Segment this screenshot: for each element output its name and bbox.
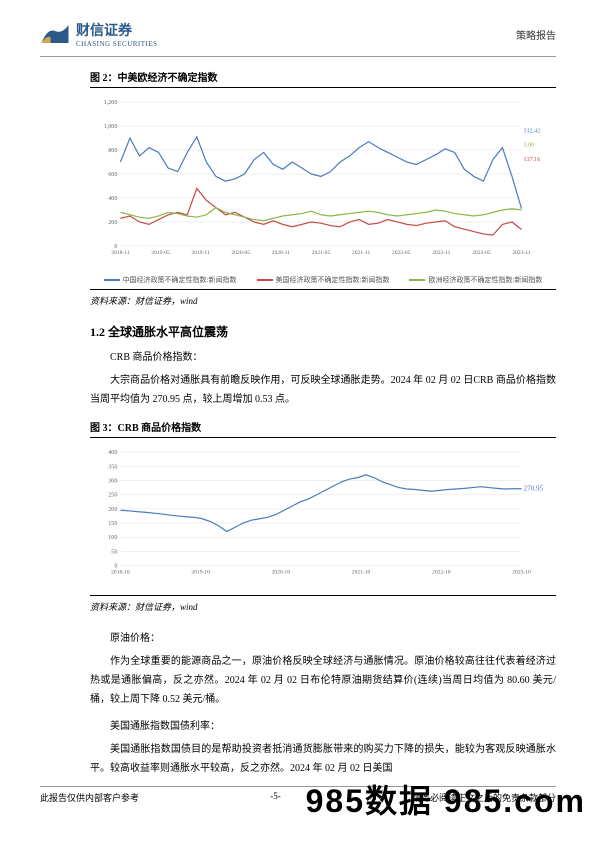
svg-text:2019-05: 2019-05 (151, 250, 170, 256)
fig2-source: 资料来源：财信证券，wind (90, 289, 556, 307)
svg-text:2019-11: 2019-11 (191, 250, 210, 256)
svg-text:2022-10: 2022-10 (432, 570, 451, 576)
logo-icon (40, 22, 70, 46)
svg-text:2021-05: 2021-05 (312, 250, 331, 256)
svg-text:1,200: 1,200 (104, 100, 118, 106)
svg-text:2023-11: 2023-11 (512, 250, 531, 256)
svg-text:2022-05: 2022-05 (392, 250, 411, 256)
svg-text:2018-10: 2018-10 (111, 570, 130, 576)
svg-text:800: 800 (108, 148, 117, 154)
svg-text:2020-05: 2020-05 (231, 250, 250, 256)
us-text: 美国通胀指数国债目的是帮助投资者抵消通货膨胀带来的购买力下降的损失，能较为客观反… (90, 740, 556, 778)
fig2-underline (90, 87, 556, 88)
footer-left: 此报告仅供内部客户参考 (40, 791, 139, 804)
fig3-source: 资料来源：财信证券，wind (90, 595, 556, 613)
svg-text:137.16: 137.16 (524, 157, 541, 163)
svg-text:400: 400 (108, 196, 117, 202)
legend-item: 欧洲经济政策不确定性指数:新闻指数 (409, 275, 542, 285)
us-label: 美国通胀指数国债利率： (90, 717, 556, 732)
svg-text:270.95: 270.95 (524, 485, 544, 493)
svg-text:50: 50 (111, 550, 117, 556)
section-1-2-title: 1.2 全球通胀水平高位震荡 (90, 323, 556, 340)
oil-text: 作为全球重要的能源商品之一，原油价格反映全球经济与通胀情况。原油价格较高往往代表… (90, 652, 556, 709)
svg-text:600: 600 (108, 172, 117, 178)
svg-text:1,000: 1,000 (104, 124, 118, 130)
svg-text:200: 200 (108, 220, 117, 226)
footer-center: -5- (270, 791, 281, 804)
watermark: 985数据 985.com (306, 776, 586, 822)
svg-text:2022-11: 2022-11 (432, 250, 451, 256)
crb-text: 大宗商品价格对通胀具有前瞻反映作用，可反映全球通胀走势。2024 年 02 月 … (90, 371, 556, 409)
svg-text:100: 100 (108, 535, 117, 541)
logo-text-cn: 财信证券 (76, 20, 158, 40)
svg-text:200: 200 (108, 507, 117, 513)
svg-text:150: 150 (108, 521, 117, 527)
svg-text:350: 350 (108, 465, 117, 471)
page-header: 财信证券 CHASING SECURITIES 策略报告 (40, 20, 556, 48)
fig2-legend: 中国经济政策不确定性指数:新闻指数 美国经济政策不确定性指数:新闻指数 欧洲经济政策… (90, 275, 556, 285)
svg-text:3.00: 3.00 (524, 143, 535, 149)
logo: 财信证券 CHASING SECURITIES (40, 20, 158, 48)
svg-text:312.42: 312.42 (524, 128, 541, 134)
fig3-title: 图 3：CRB 商品价格指数 (90, 419, 556, 434)
svg-text:2023-10: 2023-10 (512, 570, 531, 576)
fig2-title: 图 2：中美欧经济不确定指数 (90, 69, 556, 84)
svg-text:2019-10: 2019-10 (191, 570, 210, 576)
svg-text:250: 250 (108, 493, 117, 499)
fig3-underline (90, 437, 556, 438)
svg-text:2021-10: 2021-10 (352, 570, 371, 576)
header-divider (40, 56, 556, 57)
svg-text:2020-10: 2020-10 (272, 570, 291, 576)
fig3-chart: 0501001502002503003504002018-102019-1020… (90, 444, 556, 586)
oil-label: 原油价格： (90, 629, 556, 644)
crb-label: CRB 商品价格指数： (90, 348, 556, 363)
svg-text:2018-11: 2018-11 (111, 250, 130, 256)
legend-item: 中国经济政策不确定性指数:新闻指数 (104, 275, 237, 285)
svg-text:2021-11: 2021-11 (352, 250, 371, 256)
svg-text:400: 400 (108, 450, 117, 456)
logo-text-en: CHASING SECURITIES (76, 40, 158, 48)
svg-text:2020-11: 2020-11 (272, 250, 291, 256)
svg-text:2023-05: 2023-05 (472, 250, 491, 256)
fig2-chart: 02004006008001,0001,2002018-112019-05201… (90, 94, 556, 266)
doc-type: 策略报告 (516, 27, 556, 42)
legend-item: 美国经济政策不确定性指数:新闻指数 (257, 275, 390, 285)
svg-text:300: 300 (108, 479, 117, 485)
